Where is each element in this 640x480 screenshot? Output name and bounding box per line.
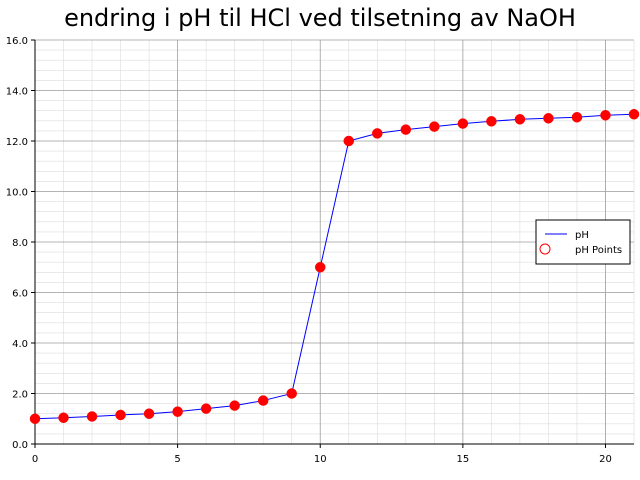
data-point xyxy=(343,135,355,147)
y-tick-label: 14.0 xyxy=(6,87,28,98)
data-point xyxy=(400,124,412,135)
data-point xyxy=(486,116,497,127)
data-point xyxy=(86,411,98,422)
data-point xyxy=(429,121,440,132)
legend: pH pH Points xyxy=(535,219,631,265)
data-point xyxy=(571,112,583,123)
axes: 0 5 10 15 20 0.0 2.0 4.0 6.0 8.0 10.0 12.0 14.0 16.0 xyxy=(6,36,634,465)
legend-box xyxy=(535,219,631,265)
x-tick-label: 5 xyxy=(174,454,180,465)
y-tick-label: 10.0 xyxy=(6,188,28,199)
plot-area xyxy=(29,108,640,424)
y-tick-label: 4.0 xyxy=(12,339,28,350)
data-point xyxy=(29,413,41,424)
data-point xyxy=(600,109,611,121)
data-point xyxy=(172,406,183,417)
y-tick-label: 2.0 xyxy=(12,390,28,401)
legend-label-points: pH Points xyxy=(575,245,622,256)
data-point xyxy=(143,408,155,419)
x-tick-label: 15 xyxy=(456,454,469,465)
legend-point-swatch xyxy=(539,243,551,255)
data-point xyxy=(543,113,554,124)
x-tick-label: 0 xyxy=(32,454,38,465)
y-tick-label: 8.0 xyxy=(12,238,28,249)
data-point xyxy=(628,108,640,120)
data-point xyxy=(372,128,383,139)
chart-title: endring i pH til HCl ved tilsetning av N… xyxy=(64,4,576,32)
x-tick-label: 20 xyxy=(599,454,612,465)
y-tick-label: 6.0 xyxy=(12,289,28,300)
y-tick-label: 0.0 xyxy=(12,440,28,451)
grid xyxy=(34,39,635,445)
y-tick-label: 12.0 xyxy=(6,137,28,148)
legend-label-line: pH xyxy=(575,230,589,241)
x-tick-label: 10 xyxy=(314,454,327,465)
data-point xyxy=(115,409,126,421)
data-point xyxy=(58,412,69,423)
data-point xyxy=(229,400,240,411)
data-point xyxy=(200,403,212,414)
data-point xyxy=(286,388,297,399)
y-tick-label: 16.0 xyxy=(6,36,28,47)
series-line-ph xyxy=(34,113,635,420)
data-point xyxy=(457,118,469,129)
data-point xyxy=(257,395,269,406)
data-point xyxy=(514,114,526,125)
data-point xyxy=(314,262,326,273)
